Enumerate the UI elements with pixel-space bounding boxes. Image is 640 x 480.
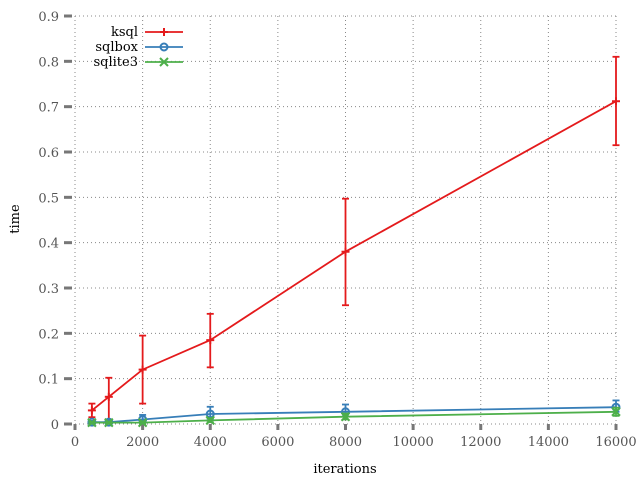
- data-point: [104, 417, 114, 428]
- y-tick-label: 0.7: [38, 101, 59, 116]
- data-point: [104, 392, 113, 401]
- legend-marker: [160, 28, 168, 36]
- legend-marker: [159, 57, 169, 67]
- y-axis-label: time: [8, 204, 23, 234]
- legend-item: sqlite3: [94, 55, 183, 70]
- data-point: [340, 412, 351, 422]
- data-point: [138, 365, 147, 374]
- circle-marker: [159, 42, 169, 52]
- x-marker-b: [340, 412, 351, 422]
- series-ksql: [87, 55, 620, 421]
- y-tick-label: 0.3: [38, 282, 59, 297]
- legend-label: sqlbox: [95, 40, 138, 55]
- series-layer: [87, 55, 621, 428]
- x-tick-label: 12000: [460, 435, 501, 450]
- legend-item: ksql: [111, 25, 183, 40]
- y-tick-label: 0.1: [38, 373, 59, 388]
- series-line: [91, 100, 617, 412]
- x-tick-label: 10000: [392, 435, 433, 450]
- legend-label: sqlite3: [94, 55, 139, 70]
- legend-item: sqlbox: [95, 40, 183, 55]
- legend-label: ksql: [111, 25, 138, 40]
- data-point: [612, 97, 620, 106]
- axis-ticks: 0 2000 4000 6000 8000 10000 12000 14000 16000 0 0.…: [38, 10, 636, 450]
- series-sqlite3: [87, 406, 621, 428]
- x-tick-label: 2000: [126, 435, 159, 450]
- x-axis-label: iterations: [313, 462, 376, 477]
- y-tick-label: 0: [51, 418, 59, 433]
- x-marker-b: [104, 417, 114, 428]
- data-point: [341, 247, 350, 256]
- data-point: [206, 336, 215, 345]
- x-tick-label: 4000: [194, 435, 227, 450]
- y-tick-label: 0.8: [38, 55, 59, 70]
- x-marker-b: [205, 415, 215, 426]
- x-tick-label: 16000: [595, 435, 636, 450]
- data-point: [205, 415, 215, 426]
- data-point: [87, 406, 96, 415]
- y-tick-label: 0.6: [38, 146, 59, 161]
- y-tick-label: 0.4: [38, 237, 59, 252]
- series-line: [91, 406, 617, 424]
- x-tick-label: 14000: [528, 435, 569, 450]
- x-marker-b: [87, 417, 97, 428]
- x-marker-b: [137, 417, 148, 428]
- data-point: [611, 407, 621, 417]
- x-tick-label: 0: [71, 435, 79, 450]
- x-marker-b: [159, 57, 169, 67]
- x-tick-label: 6000: [261, 435, 294, 450]
- y-tick-label: 0.2: [38, 327, 59, 342]
- y-tick-label: 0.5: [38, 191, 59, 206]
- data-point: [87, 417, 97, 428]
- legend-marker: [159, 42, 169, 52]
- data-point: [137, 417, 148, 428]
- x-marker-b: [611, 407, 621, 417]
- x-tick-label: 8000: [329, 435, 362, 450]
- y-tick-label: 0.9: [38, 10, 59, 25]
